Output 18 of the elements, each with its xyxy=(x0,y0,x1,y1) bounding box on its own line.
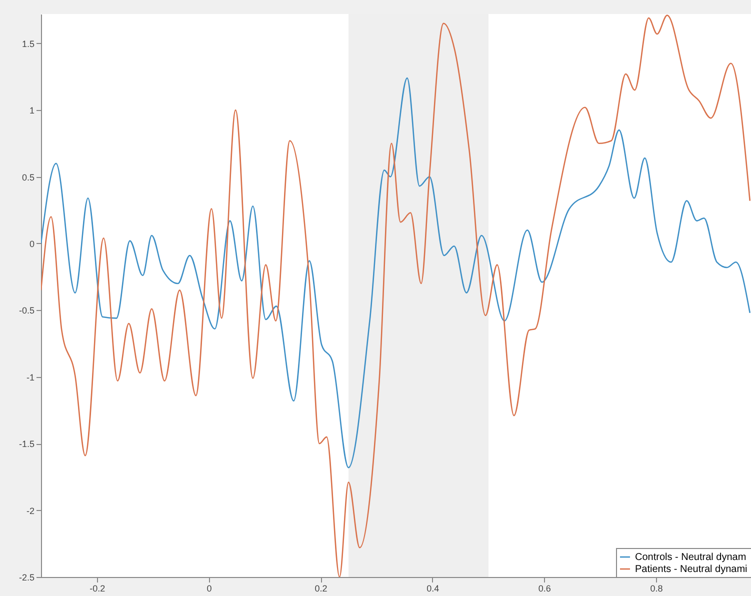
y-tick-label: -1 xyxy=(26,372,34,382)
x-tick-label: 0 xyxy=(206,584,212,594)
x-tick-label: 0.8 xyxy=(650,584,663,594)
x-tick-label: 0.6 xyxy=(538,584,551,594)
y-tick-label: -2 xyxy=(26,506,34,516)
legend-label: Controls - Neutral dynam xyxy=(635,552,746,563)
x-tick-label: 0.4 xyxy=(426,584,440,594)
y-tick-label: 1.5 xyxy=(22,38,34,49)
y-tick-label: 0 xyxy=(29,238,34,249)
x-tick-label: -0.2 xyxy=(90,584,106,594)
line-series xyxy=(41,77,751,468)
y-tick-label: 0.5 xyxy=(22,172,34,182)
y-tick-label: -0.5 xyxy=(18,306,34,316)
legend-label: Patients - Neutral dynami xyxy=(635,564,748,575)
x-tick-label: 0.2 xyxy=(314,584,328,594)
y-tick-label: -1.5 xyxy=(18,439,34,450)
y-tick-label: 1 xyxy=(29,106,34,116)
y-tick-label: -2.5 xyxy=(18,572,34,582)
